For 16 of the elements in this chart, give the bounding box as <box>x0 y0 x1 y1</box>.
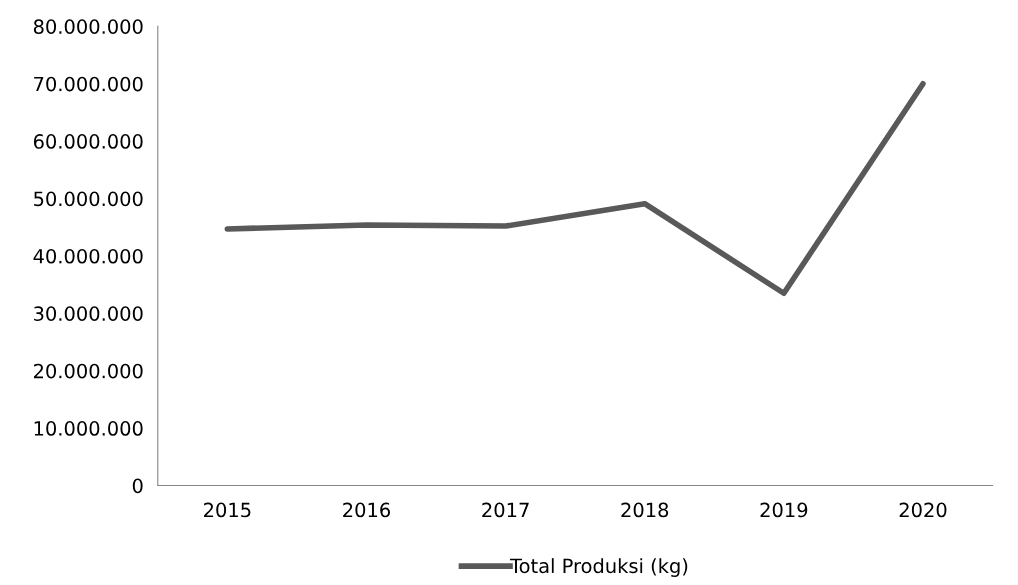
y-tick-label: 50.000.000 <box>34 191 143 207</box>
y-tick-label: 40.000.000 <box>33 248 143 264</box>
x-tick-label: 2016 <box>343 502 390 518</box>
legend-label: Total Produksi (kg) <box>510 558 688 577</box>
x-tick-label: 2020 <box>899 502 947 518</box>
y-tick-label: 30.000.000 <box>34 306 143 321</box>
y-tick-label: 80.000.000 <box>33 19 143 34</box>
y-tick-label: 0 <box>132 478 143 494</box>
x-tick-label: 2017 <box>482 502 529 518</box>
x-tick-label: 2019 <box>760 502 808 518</box>
x-tick-label: 2015 <box>204 502 251 518</box>
y-tick-label: 70.000.000 <box>34 76 143 92</box>
y-tick-label: 60.000.000 <box>33 134 143 149</box>
y-tick-label: 10.000.000 <box>34 421 143 436</box>
y-tick-label: 20.000.000 <box>33 363 143 379</box>
x-tick-label: 2018 <box>621 502 669 518</box>
